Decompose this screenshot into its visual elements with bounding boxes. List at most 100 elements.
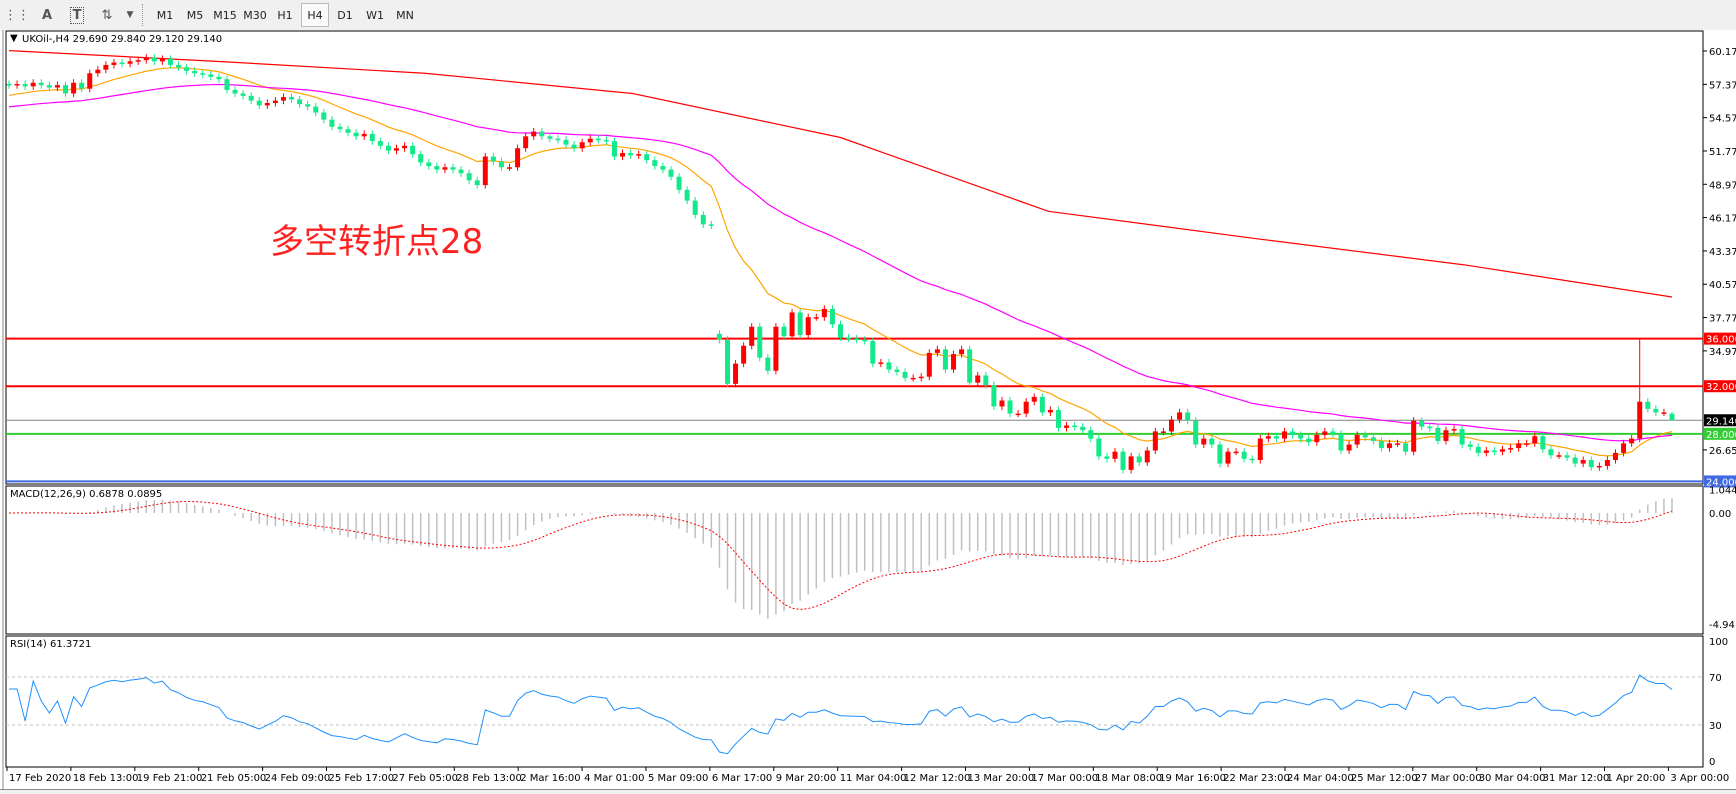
timeframe-h1[interactable]: H1 bbox=[277, 8, 293, 22]
macd-tick-label: 0.00 bbox=[1709, 509, 1731, 520]
time-tick-label: 30 Mar 04:00 bbox=[1479, 773, 1546, 784]
macd-tick-label: -4.9417 bbox=[1709, 620, 1736, 631]
price-tick-label: 54.570 bbox=[1709, 114, 1736, 125]
candle-body bbox=[628, 152, 634, 156]
candle-body bbox=[1604, 460, 1610, 466]
timeframe-mn[interactable]: MN bbox=[396, 8, 414, 22]
candle-body bbox=[442, 167, 448, 170]
text-icon[interactable]: A bbox=[41, 7, 53, 23]
candle-body bbox=[337, 126, 343, 130]
candle-body bbox=[1249, 458, 1255, 461]
dropdown-icon[interactable]: ▼ bbox=[126, 10, 134, 20]
candle-body bbox=[1290, 431, 1296, 436]
candle-body bbox=[1039, 396, 1045, 413]
price-tick-label: 57.370 bbox=[1709, 80, 1736, 91]
candle-body bbox=[1386, 443, 1392, 449]
timeframe-h4[interactable]: H4 bbox=[301, 3, 329, 27]
candle-body bbox=[450, 167, 456, 170]
time-tick-label: 31 Mar 12:00 bbox=[1543, 773, 1610, 784]
time-tick-label: 18 Mar 08:00 bbox=[1095, 773, 1162, 784]
candle-body bbox=[894, 369, 900, 372]
candle-body bbox=[1483, 450, 1489, 453]
arrows-icon[interactable]: ⇅ bbox=[101, 7, 113, 23]
rsi-tick-label: 70 bbox=[1709, 673, 1722, 684]
candle-body bbox=[749, 326, 755, 346]
header-triangle-icon: ▼ bbox=[10, 33, 18, 44]
candle-body bbox=[660, 166, 666, 170]
time-tick-label: 12 Mar 12:00 bbox=[904, 773, 971, 784]
candle-body bbox=[813, 317, 819, 319]
candle-body bbox=[1031, 396, 1037, 402]
candle-body bbox=[95, 69, 101, 74]
candle-body bbox=[1282, 431, 1288, 439]
candle-body bbox=[490, 156, 496, 162]
candle-body bbox=[1370, 437, 1376, 441]
candle-body bbox=[1580, 460, 1586, 464]
candle-body bbox=[272, 100, 278, 104]
candle-body bbox=[1661, 412, 1667, 414]
candle-body bbox=[1621, 443, 1627, 453]
time-tick-label: 24 Feb 09:00 bbox=[265, 773, 331, 784]
candle-body bbox=[741, 345, 747, 364]
time-tick-label: 25 Feb 17:00 bbox=[329, 773, 395, 784]
candle-body bbox=[1556, 455, 1562, 457]
price-tick-label: 40.570 bbox=[1709, 280, 1736, 291]
candle-body bbox=[6, 83, 12, 86]
candle-body bbox=[1217, 444, 1223, 464]
candle-body bbox=[999, 400, 1005, 407]
candle-body bbox=[248, 95, 254, 101]
time-tick-label: 1 Apr 20:00 bbox=[1607, 773, 1666, 784]
time-tick-label: 13 Mar 20:00 bbox=[968, 773, 1035, 784]
candle-body bbox=[934, 349, 940, 353]
candle-body bbox=[184, 67, 190, 71]
ma-mid-line bbox=[8, 83, 1673, 442]
timeframe-m5[interactable]: M5 bbox=[186, 8, 204, 22]
candle-body bbox=[393, 148, 399, 151]
candle-body bbox=[507, 167, 513, 169]
time-tick-label: 19 Mar 16:00 bbox=[1159, 773, 1226, 784]
timeframe-w1[interactable]: W1 bbox=[366, 8, 384, 22]
candle-body bbox=[1540, 436, 1546, 450]
timeframe-m1[interactable]: M1 bbox=[156, 8, 174, 22]
candle-body bbox=[1298, 435, 1304, 439]
macd-signal-line bbox=[8, 501, 1673, 610]
candle-body bbox=[668, 169, 674, 177]
rsi-panel-frame bbox=[5, 635, 1704, 768]
candle-body bbox=[1072, 425, 1078, 427]
candle-body bbox=[256, 100, 262, 106]
candle-body bbox=[870, 341, 876, 364]
text-label-icon[interactable]: T bbox=[64, 3, 90, 27]
candle-body bbox=[1516, 443, 1522, 449]
current-price-tag-bg bbox=[1704, 414, 1736, 427]
macd-tick-label: 1.0446 bbox=[1709, 485, 1736, 496]
candle-body bbox=[555, 138, 561, 141]
candle-body bbox=[1193, 420, 1199, 445]
candle-body bbox=[305, 104, 311, 107]
candle-body bbox=[1185, 412, 1191, 421]
candle-body bbox=[30, 82, 36, 87]
candle-body bbox=[1160, 431, 1166, 433]
candle-body bbox=[119, 62, 125, 65]
grid-icon[interactable]: ⋮⋮ bbox=[4, 7, 30, 23]
level-tag-bg bbox=[1704, 475, 1736, 488]
candle-body bbox=[63, 85, 69, 94]
candle-body bbox=[902, 371, 908, 378]
candle-body bbox=[1572, 457, 1578, 464]
candle-body bbox=[1096, 438, 1102, 457]
timeframe-m30[interactable]: M30 bbox=[243, 8, 267, 22]
time-tick-label: 6 Mar 17:00 bbox=[712, 773, 772, 784]
candle-body bbox=[498, 161, 504, 168]
timeframe-m15[interactable]: M15 bbox=[213, 8, 237, 22]
candle-body bbox=[1338, 433, 1344, 451]
candle-body bbox=[563, 139, 569, 145]
candle-body bbox=[1637, 401, 1643, 439]
candle-body bbox=[1144, 450, 1150, 463]
candle-body bbox=[1128, 456, 1134, 470]
level-tag-label: 24.000 bbox=[1706, 477, 1736, 488]
candle-body bbox=[1136, 456, 1142, 463]
candle-body bbox=[1443, 430, 1449, 441]
candle-body bbox=[846, 337, 852, 339]
timeframe-d1[interactable]: D1 bbox=[337, 8, 353, 22]
candle-body bbox=[821, 308, 827, 318]
